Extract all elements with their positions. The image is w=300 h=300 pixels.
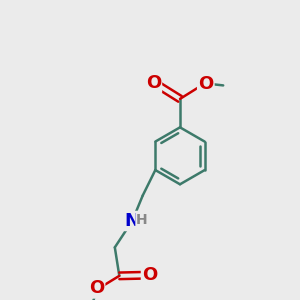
Text: O: O — [198, 75, 213, 93]
Text: O: O — [89, 279, 104, 297]
Text: O: O — [142, 266, 157, 284]
Text: H: H — [136, 213, 148, 227]
Text: N: N — [125, 212, 140, 230]
Text: O: O — [146, 74, 161, 92]
